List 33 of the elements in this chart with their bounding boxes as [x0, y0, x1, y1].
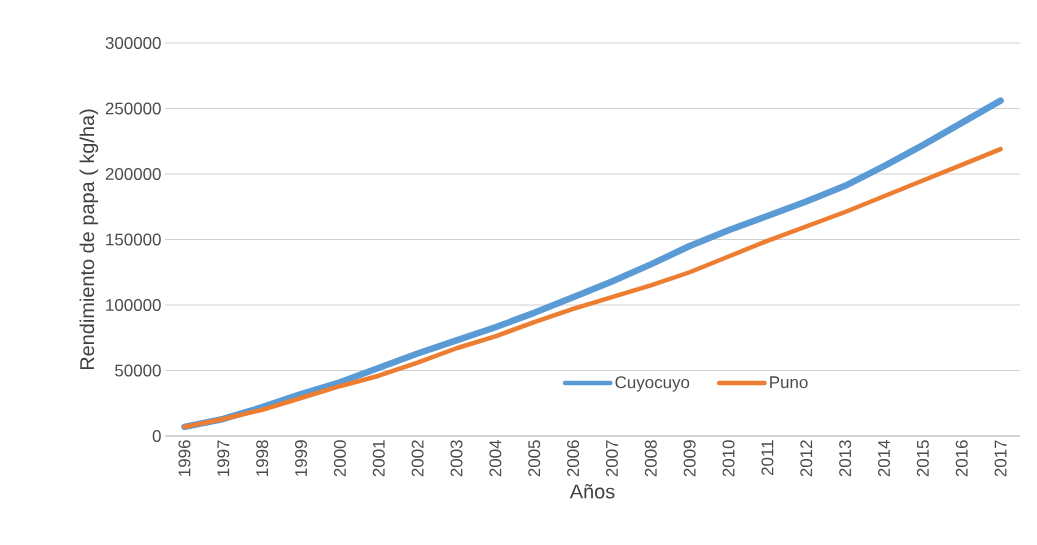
x-tick-label: 2000 — [333, 440, 346, 477]
y-tick-label: 250000 — [105, 102, 161, 115]
x-tick-label: 2014 — [877, 440, 890, 477]
y-tick-label: 50000 — [115, 364, 161, 377]
legend-label: Cuyocuyo — [615, 376, 690, 392]
y-tick-label: 100000 — [106, 299, 161, 311]
x-tick-label: 1999 — [295, 440, 308, 476]
x-tick-label: 2006 — [567, 440, 580, 477]
x-tick-label: 2010 — [722, 440, 735, 477]
x-tick-label: 2008 — [644, 440, 657, 477]
y-tick-label: 0 — [152, 430, 161, 442]
x-tick-label: 2009 — [683, 440, 696, 477]
y-tick-label: 150000 — [106, 233, 161, 246]
x-tick-label: 2002 — [411, 440, 424, 477]
y-axis-title: Rendimiento de papa ( kg/ha) — [79, 109, 99, 370]
legend-label: Puno — [770, 376, 808, 389]
x-tick-label: 2016 — [955, 440, 968, 477]
x-tick-label: 2012 — [800, 440, 813, 477]
x-tick-label: 1997 — [217, 440, 230, 476]
x-tick-label: 2017 — [994, 440, 1007, 477]
x-tick-label: 2007 — [605, 440, 618, 477]
x-tick-label: 2005 — [528, 440, 541, 477]
x-tick-label: 2003 — [450, 440, 463, 477]
x-tick-label: 2004 — [489, 440, 502, 477]
x-tick-label: 2015 — [916, 440, 929, 477]
x-tick-label: 2001 — [372, 440, 385, 477]
x-tick-label: 2011 — [761, 440, 774, 476]
x-axis-title: Años — [569, 484, 615, 499]
y-tick-label: 200000 — [105, 168, 161, 180]
x-tick-label: 1996 — [178, 440, 191, 476]
y-tick-label: 300000 — [105, 37, 161, 49]
x-tick-label: 2013 — [839, 440, 852, 477]
x-tick-label: 1998 — [256, 440, 269, 476]
